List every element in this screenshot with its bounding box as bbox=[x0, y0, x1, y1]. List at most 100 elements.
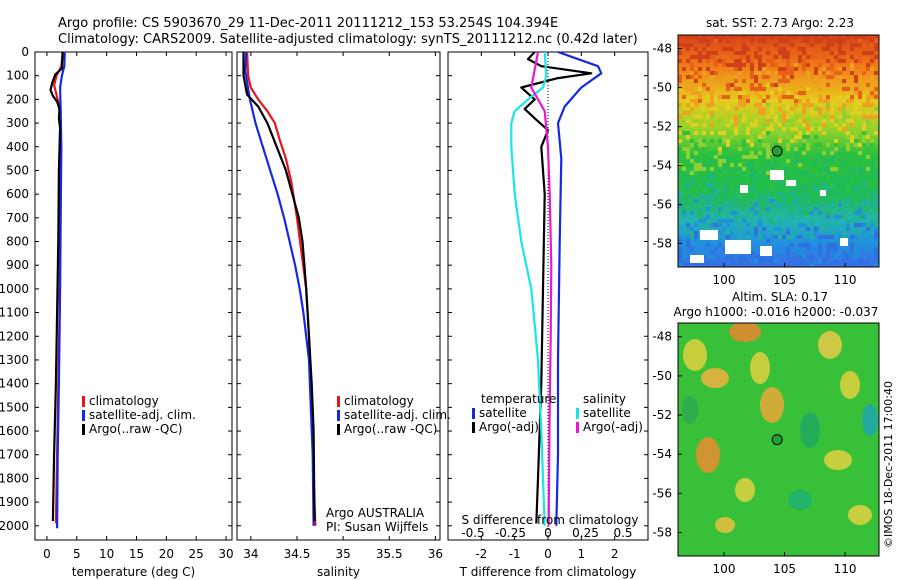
sst-cell bbox=[850, 71, 854, 75]
sst-cell bbox=[850, 99, 854, 103]
sst-cell bbox=[826, 215, 830, 219]
series-line-satellite-adj-clim- bbox=[56, 51, 66, 529]
sst-cell bbox=[818, 95, 822, 99]
sst-cell bbox=[834, 223, 838, 227]
y-tick-label: 1700 bbox=[0, 448, 29, 462]
sst-cell bbox=[714, 39, 718, 43]
sst-cell bbox=[750, 87, 754, 91]
sst-cell bbox=[806, 143, 810, 147]
sst-cell bbox=[750, 99, 754, 103]
x-tick-label: 10 bbox=[99, 547, 114, 561]
sst-cell bbox=[766, 75, 770, 79]
sst-cell bbox=[702, 123, 706, 127]
sst-cell bbox=[826, 243, 830, 247]
sst-cell bbox=[858, 167, 862, 171]
sst-cell bbox=[766, 187, 770, 191]
x-tick-label: 35 bbox=[335, 547, 350, 561]
sla-map-axes: 100 105 110 -48 -50 -52 -54 -56 -58 bbox=[652, 330, 856, 576]
map-x-tick-label: 100 bbox=[713, 562, 736, 576]
sst-cell bbox=[842, 159, 846, 163]
sst-cell bbox=[682, 183, 686, 187]
sst-cell bbox=[710, 139, 714, 143]
sst-cell bbox=[726, 75, 730, 79]
sst-cell bbox=[842, 51, 846, 55]
sst-cell bbox=[750, 83, 754, 87]
series-line-s-satellite bbox=[510, 51, 548, 526]
sst-cell bbox=[818, 111, 822, 115]
sst-cell bbox=[690, 79, 694, 83]
sst-cell bbox=[850, 227, 854, 231]
sst-cell bbox=[842, 251, 846, 255]
sst-cell bbox=[686, 75, 690, 79]
y-tick-label: 900 bbox=[6, 258, 29, 272]
sst-cell bbox=[846, 247, 850, 251]
sst-cell bbox=[858, 35, 862, 39]
sst-cell bbox=[742, 219, 746, 223]
sst-cell bbox=[794, 195, 798, 199]
sst-cell bbox=[758, 55, 762, 59]
sst-cell bbox=[814, 159, 818, 163]
sst-cell bbox=[750, 191, 754, 195]
sst-cell bbox=[714, 223, 718, 227]
sst-cell bbox=[830, 119, 834, 123]
sst-cell bbox=[714, 107, 718, 111]
x-tick-label: 34.5 bbox=[284, 547, 311, 561]
sst-cell bbox=[834, 243, 838, 247]
sst-cell bbox=[786, 163, 790, 167]
sst-cell bbox=[762, 123, 766, 127]
x-axis-label: temperature (deg C) bbox=[72, 565, 195, 579]
sst-missing-data bbox=[760, 246, 772, 256]
sst-cell bbox=[730, 99, 734, 103]
sst-cell bbox=[774, 99, 778, 103]
sst-cell bbox=[738, 235, 742, 239]
sst-cell bbox=[770, 91, 774, 95]
sst-cell bbox=[738, 223, 742, 227]
sst-cell bbox=[790, 95, 794, 99]
sst-cell bbox=[742, 143, 746, 147]
sst-cell bbox=[694, 263, 698, 267]
sst-cell bbox=[858, 207, 862, 211]
series-line-argo-raw-qc- bbox=[49, 51, 64, 522]
sst-cell bbox=[710, 159, 714, 163]
sst-cell bbox=[754, 231, 758, 235]
sst-missing-data bbox=[770, 170, 784, 180]
sla-map-panel: Altim. SLA: 0.17 Argo h1000: -0.016 h200… bbox=[652, 290, 880, 576]
sst-cell bbox=[842, 111, 846, 115]
sst-cell bbox=[706, 199, 710, 203]
sst-cell bbox=[738, 55, 742, 59]
sst-cell bbox=[870, 203, 874, 207]
sst-cell bbox=[874, 195, 878, 199]
sst-cell bbox=[866, 167, 870, 171]
sst-cell bbox=[826, 251, 830, 255]
sst-cell bbox=[718, 139, 722, 143]
sst-cell bbox=[702, 139, 706, 143]
sst-cell bbox=[694, 195, 698, 199]
sst-cell bbox=[798, 263, 802, 267]
sst-cell bbox=[698, 55, 702, 59]
sst-cell bbox=[866, 119, 870, 123]
sst-cell bbox=[786, 79, 790, 83]
sst-cell bbox=[806, 103, 810, 107]
y-tick-label: 200 bbox=[6, 92, 29, 106]
sla-anomaly-blob bbox=[715, 517, 735, 533]
sst-cell bbox=[862, 123, 866, 127]
sst-cell bbox=[838, 199, 842, 203]
sst-cell bbox=[786, 71, 790, 75]
sst-cell bbox=[742, 203, 746, 207]
sst-cell bbox=[806, 227, 810, 231]
sst-cell bbox=[726, 155, 730, 159]
sst-cell bbox=[698, 115, 702, 119]
sla-anomaly-blob bbox=[788, 490, 812, 510]
sst-cell bbox=[814, 135, 818, 139]
sst-cell bbox=[782, 179, 786, 183]
sst-cell bbox=[770, 159, 774, 163]
sst-cell bbox=[714, 99, 718, 103]
sst-cell bbox=[718, 39, 722, 43]
sst-cell bbox=[790, 207, 794, 211]
sst-cell bbox=[690, 95, 694, 99]
sst-cell bbox=[786, 243, 790, 247]
sst-cell bbox=[766, 171, 770, 175]
sla-map-title-line2: Argo h1000: -0.016 h2000: -0.037 bbox=[674, 305, 879, 319]
sst-cell bbox=[806, 75, 810, 79]
sst-cell bbox=[690, 139, 694, 143]
